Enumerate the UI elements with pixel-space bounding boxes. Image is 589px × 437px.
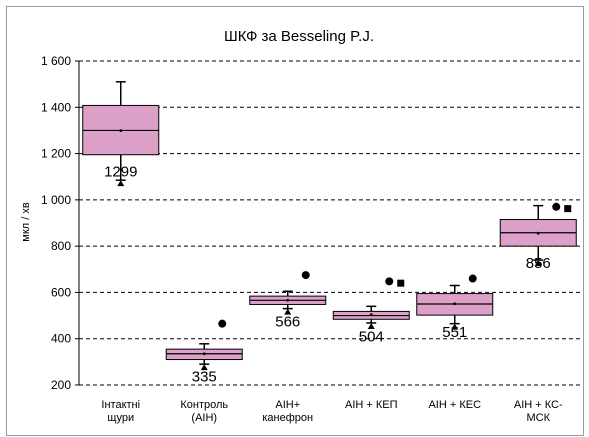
data-label: 504	[359, 328, 384, 345]
outlier-circle	[218, 319, 227, 328]
data-label: 551	[442, 324, 467, 341]
box-group: 566	[249, 271, 327, 330]
mean-marker	[202, 352, 206, 356]
low-marker	[117, 180, 125, 187]
low-marker	[451, 323, 459, 330]
box-series: 1299 335 566 504 551 856	[82, 81, 577, 386]
y-tick-label: 1 600	[41, 54, 71, 68]
chart-frame: ШКФ за Besseling P.J. мкл / хв 200 400 600…	[6, 6, 584, 436]
box-group: 856	[499, 202, 577, 272]
category-label-line: (AIH)	[191, 412, 217, 424]
data-label: 856	[526, 255, 551, 272]
y-tick-label: 400	[51, 332, 71, 346]
category-label-line: щури	[107, 412, 134, 424]
outlier-circle	[301, 271, 310, 280]
box-group: 1299	[82, 81, 160, 187]
mean-marker	[369, 313, 373, 317]
outlier-square	[397, 279, 405, 287]
category-label: AIH + КЕС	[428, 399, 481, 411]
outlier-square	[564, 205, 572, 213]
category-label: Контроль (AIH)	[180, 399, 228, 424]
low-marker	[200, 364, 208, 371]
category-label-line: AIH+	[275, 399, 300, 411]
category-label-line: AIH + КЕП	[345, 399, 398, 411]
data-label: 335	[192, 369, 217, 386]
y-tick-labels: 200 400 600 800 1 000 1 200 1 400 1 600	[41, 54, 71, 392]
box-group: 335	[165, 319, 243, 386]
outlier-circle	[468, 274, 477, 283]
category-label-line: канефрон	[262, 412, 313, 424]
mean-marker	[119, 129, 123, 133]
data-label: 566	[275, 313, 300, 330]
y-tick-label: 600	[51, 285, 71, 299]
mean-marker	[286, 298, 290, 302]
y-tick-label: 1 400	[41, 100, 71, 114]
category-label: Інтактні щури	[101, 399, 140, 424]
category-label-line: Контроль	[180, 399, 228, 411]
outlier-circle	[385, 277, 394, 286]
y-tick-label: 200	[51, 378, 71, 392]
category-label-line: МСК	[526, 412, 550, 424]
y-tick-label: 1 200	[41, 147, 71, 161]
chart-title: ШКФ за Besseling P.J.	[224, 28, 374, 45]
outlier-circle	[552, 202, 561, 211]
y-tick-label: 800	[51, 239, 71, 253]
category-label: AIH + КЕП	[345, 399, 398, 411]
category-label-line: AIH + КС-	[514, 399, 563, 411]
mean-marker	[536, 231, 540, 235]
data-label: 1299	[104, 164, 137, 181]
grid-lines	[75, 60, 580, 386]
category-label: AIH+ канефрон	[262, 399, 313, 424]
box-group: 504	[332, 277, 410, 345]
low-marker	[534, 260, 542, 267]
box-group: 551	[416, 274, 494, 341]
y-tick-label: 1 000	[41, 193, 71, 207]
category-label: AIH + КС-МСК	[514, 399, 563, 424]
low-marker	[367, 322, 375, 329]
y-axis-label: мкл / хв	[20, 202, 32, 242]
box-plot-chart: ШКФ за Besseling P.J. мкл / хв 200 400 600…	[20, 28, 580, 424]
category-label-line: Інтактні	[101, 399, 140, 411]
mean-marker	[453, 302, 457, 306]
category-label-line: AIH + КЕС	[428, 399, 481, 411]
low-marker	[284, 308, 292, 315]
